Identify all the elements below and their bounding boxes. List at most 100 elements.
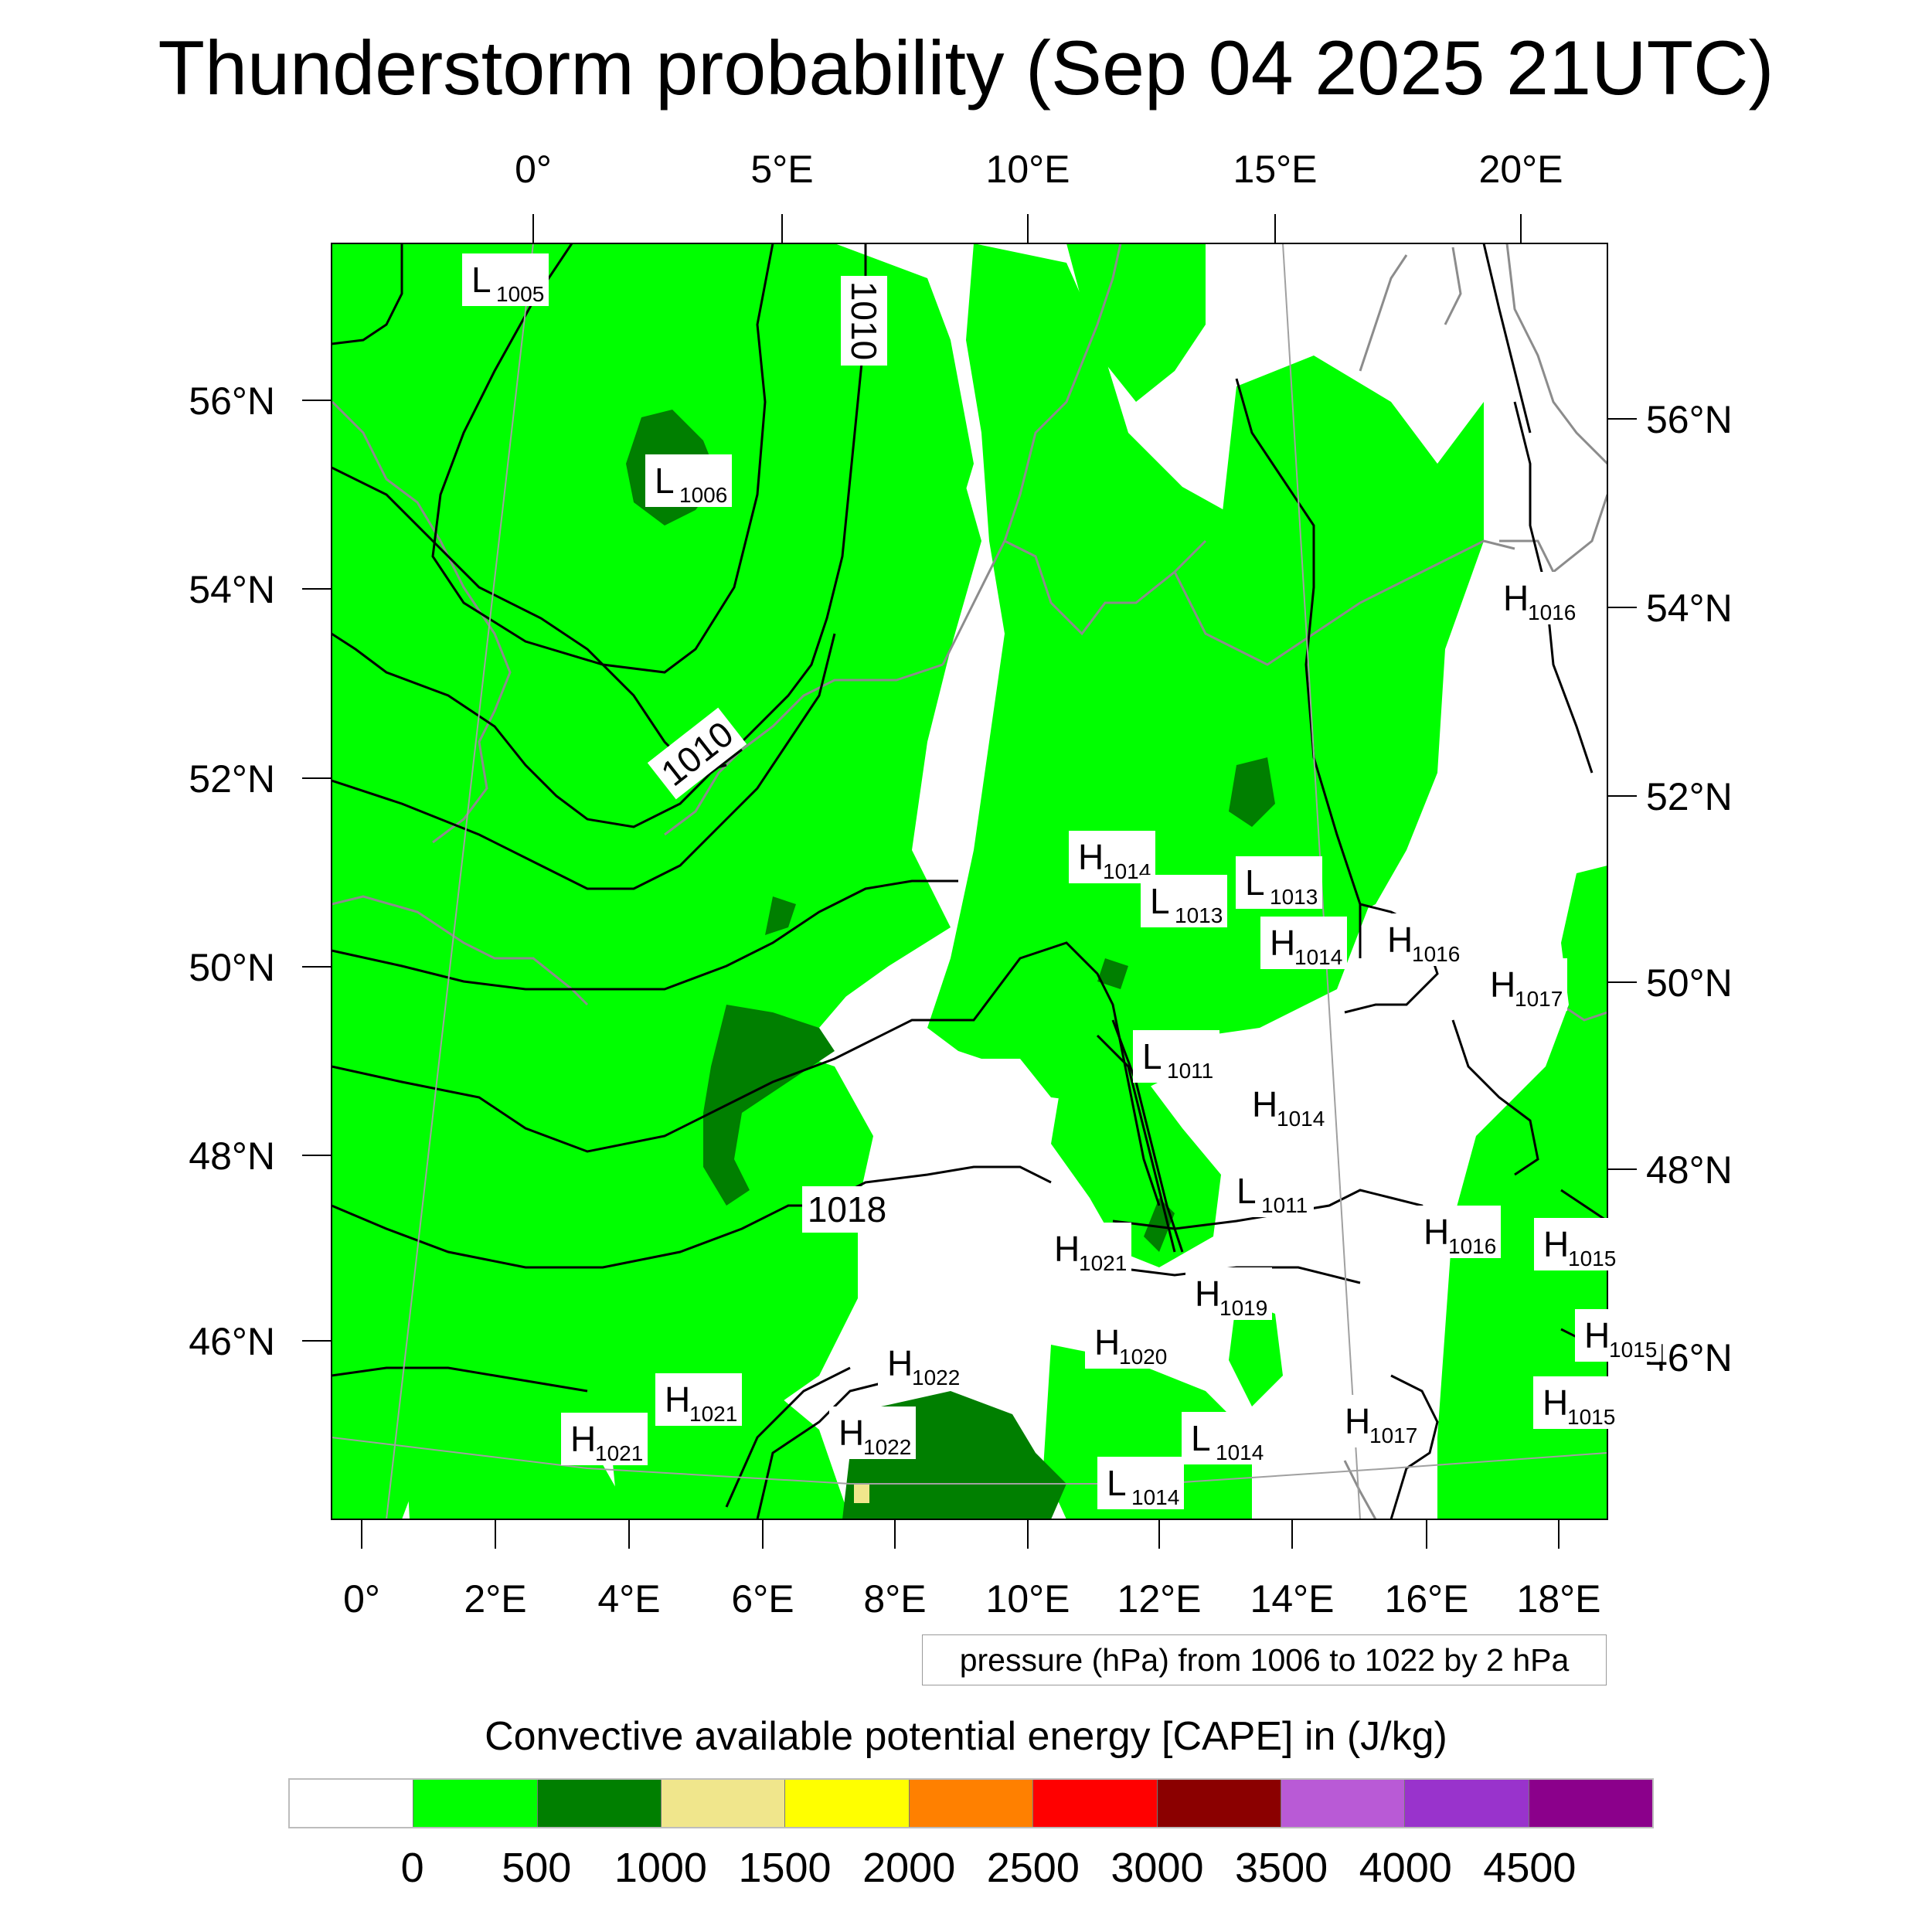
pressure-center-letter: H: [838, 1413, 864, 1453]
left-lat-label: 54°N: [189, 568, 275, 611]
colorbar-tick-label: 1000: [614, 1845, 707, 1891]
pressure-center-label: L 1014: [1097, 1457, 1184, 1509]
colorbar-swatch: [537, 1780, 662, 1827]
pressure-center-value: 1015: [1568, 1247, 1616, 1270]
pressure-center-letter: H: [1054, 1229, 1080, 1269]
pressure-center-letter: H: [1195, 1274, 1220, 1314]
pressure-center-value: 1021: [595, 1441, 643, 1465]
isobars: [332, 243, 1607, 1519]
pressure-center-letter: H: [1270, 923, 1295, 963]
pressure-center-value: 1005: [496, 282, 544, 306]
right-lat-label: 48°N: [1646, 1148, 1733, 1192]
pressure-center-letter: H: [1543, 1383, 1568, 1423]
pressure-center-letter: L: [1191, 1418, 1211, 1458]
colorbar-swatch: [1529, 1780, 1652, 1827]
pressure-center-value: 1014: [1294, 945, 1342, 969]
pressure-center-label: L 1011: [1133, 1030, 1219, 1083]
pressure-center-value: 1013: [1175, 903, 1223, 927]
pressure-center-value: 1011: [1261, 1193, 1308, 1217]
bottom-lon-label: 0°: [343, 1577, 380, 1621]
cape-field: [332, 243, 1607, 1519]
pressure-center-letter: H: [1078, 837, 1104, 877]
colorbar-tick-label: 4000: [1359, 1845, 1452, 1891]
pressure-center-value: 1011: [1167, 1059, 1213, 1083]
colorbar-swatch: [1033, 1780, 1158, 1827]
pressure-center-letter: H: [1503, 578, 1529, 618]
pressure-center-letter: H: [1345, 1401, 1370, 1441]
pressure-center-value: 1014: [1216, 1440, 1264, 1464]
pressure-center-letter: H: [570, 1419, 596, 1459]
pressure-center-value: 1019: [1219, 1296, 1267, 1320]
pressure-center-value: 1013: [1270, 885, 1318, 909]
colorbar-swatch: [1157, 1780, 1281, 1827]
left-lat-label: 50°N: [189, 946, 275, 989]
colorbar-swatch: [413, 1780, 538, 1827]
map-frame: [331, 243, 1608, 1520]
pressure-center-label: L 1005: [462, 253, 549, 306]
pressure-center-value: 1021: [1079, 1251, 1127, 1275]
pressure-center-label: L 1006: [645, 454, 732, 507]
bottom-lon-label: 12°E: [1117, 1577, 1202, 1621]
pressure-center-value: 1021: [689, 1402, 737, 1426]
bottom-lon-label: 8°E: [863, 1577, 926, 1621]
pressure-center-letter: H: [1423, 1212, 1449, 1252]
pressure-center-letter: H: [665, 1379, 690, 1420]
top-lon-label: 5°E: [750, 148, 813, 191]
bottom-lon-label: 10°E: [986, 1577, 1070, 1621]
pressure-center-value: 1022: [912, 1366, 960, 1389]
pressure-center-label: L 1013: [1141, 875, 1227, 927]
colorbar-tick-label: 4500: [1483, 1845, 1577, 1891]
bottom-lon-label: 6°E: [731, 1577, 794, 1621]
pressure-center-value: 1020: [1119, 1345, 1167, 1369]
pressure-center-letter: L: [1150, 881, 1170, 921]
top-lon-label: 15°E: [1233, 148, 1318, 191]
pressure-center-letter: L: [1245, 862, 1265, 903]
bottom-lon-label: 14°E: [1250, 1577, 1335, 1621]
right-lat-label: 54°N: [1646, 587, 1733, 630]
pressure-center-letter: L: [1107, 1463, 1127, 1503]
pressure-center-value: 1016: [1412, 942, 1460, 966]
isobar-label: 1018: [802, 1186, 892, 1233]
colorbar: [288, 1778, 1654, 1828]
pressure-center-letter: H: [1094, 1322, 1120, 1362]
colorbar-tick-label: 3000: [1111, 1845, 1204, 1891]
colorbar-tick-label: 1500: [738, 1845, 832, 1891]
pressure-center-value: 1006: [679, 483, 727, 507]
colorbar-swatch: [1281, 1780, 1406, 1827]
left-lat-label: 48°N: [189, 1134, 275, 1178]
pressure-center-letter: L: [1142, 1036, 1162, 1077]
bottom-lon-label: 4°E: [597, 1577, 660, 1621]
isobar-label: 1010: [841, 276, 887, 366]
right-lat-label: 56°N: [1646, 398, 1733, 441]
pressure-center-letter: L: [655, 461, 675, 501]
pressure-center-letter: H: [1490, 964, 1515, 1005]
isobar-label-text: 1018: [808, 1189, 886, 1230]
top-lon-label: 0°: [515, 148, 552, 191]
bottom-lon-label: 16°E: [1385, 1577, 1469, 1621]
pressure-center-label: L 1011: [1227, 1165, 1314, 1217]
pressure-center-label: L 1014: [1182, 1412, 1268, 1464]
colorbar-swatch: [662, 1780, 786, 1827]
pressure-center-letter: H: [1387, 920, 1413, 960]
top-lon-label: 20°E: [1479, 148, 1563, 191]
colorbar-swatch: [290, 1780, 414, 1827]
colorbar-swatch: [909, 1780, 1034, 1827]
isobar-label-text: 1010: [844, 281, 884, 360]
colorbar-swatch: [1405, 1780, 1529, 1827]
pressure-center-letter: H: [1252, 1084, 1277, 1124]
right-lat-label: 50°N: [1646, 961, 1733, 1005]
